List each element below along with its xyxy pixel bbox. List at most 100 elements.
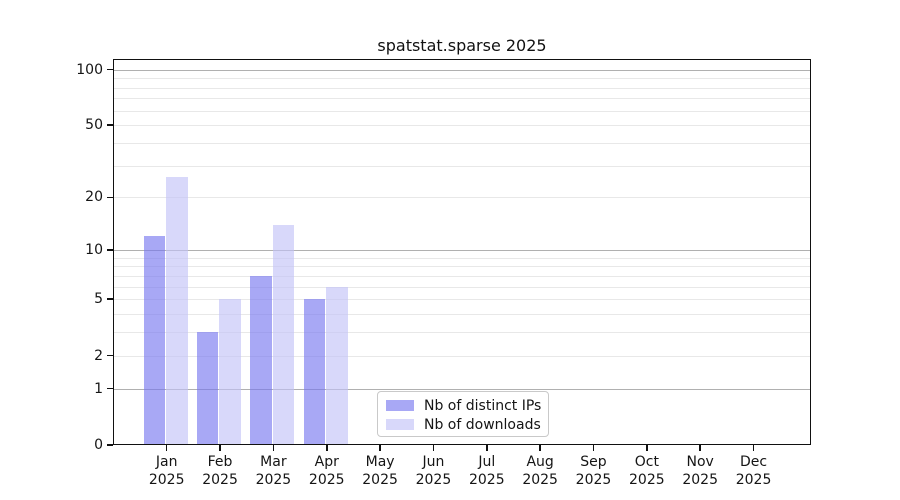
y-tick-2 [107,354,113,357]
gridline-minor-9 [113,257,811,259]
x-tick-oct [646,445,648,451]
month-label: May [365,454,395,470]
y-tick-50 [107,124,113,126]
x-tick-feb [219,445,221,451]
x-tick-label-mar: Mar 2025 [243,454,303,489]
bar-downloads-apr [326,286,348,445]
x-tick-label-dec: Dec 2025 [724,454,784,489]
gridline-major-1 [113,388,811,390]
year-label: 2025 [575,471,612,488]
x-tick-sep [592,445,595,451]
bar-distinct-ips-mar [250,275,272,445]
x-tick-label-nov: Nov 2025 [670,454,730,489]
y-tick-label-5: 5 [94,291,103,308]
gridline-minor-6 [113,286,811,288]
year-label: 2025 [629,471,665,488]
x-tick-jun [432,445,435,451]
month-label: Jul [478,454,496,470]
gridline-minor-7 [113,275,811,277]
x-tick-label-sep: Sep 2025 [564,454,624,489]
legend-label: Nb of downloads [424,416,541,433]
x-tick-label-oct: Oct 2025 [617,454,677,489]
legend-row-distinct-ips: Nb of distinct IPs [386,396,548,415]
gridline-minor-40 [113,142,811,144]
gridline-major-10 [113,249,811,251]
month-label: Feb [207,454,233,470]
bar-downloads-feb [219,299,242,445]
bar-distinct-ips-apr [303,299,326,445]
y-tick-1 [107,387,113,390]
x-tick-apr [326,445,328,451]
gridline-minor-80 [113,87,811,89]
y-tick-100 [107,68,113,71]
year-label: 2025 [362,471,398,488]
month-label: Aug [526,454,554,470]
gridline-minor-30 [113,165,811,167]
year-label: 2025 [682,471,718,488]
x-tick-label-may: May 2025 [350,454,410,489]
gridline-minor-50 [113,125,811,127]
year-label: 2025 [255,471,292,488]
gridline-minor-8 [113,266,811,268]
month-label: Dec [740,454,768,470]
y-tick-label-50: 50 [85,117,103,134]
y-tick-label-10: 10 [85,241,103,258]
gridline-minor-70 [113,98,811,100]
x-tick-jan [165,445,168,451]
year-label: 2025 [148,471,185,488]
y-tick-label-2: 2 [94,347,103,364]
legend-swatch-distinct-ips [386,400,414,411]
gridline-minor-90 [113,78,811,80]
gridline-minor-2 [113,355,811,357]
bar-distinct-ips-jan [143,236,166,445]
month-label: Nov [686,454,714,470]
bar-downloads-mar [272,224,295,445]
y-tick-label-100: 100 [76,61,103,78]
x-tick-label-apr: Apr 2025 [297,454,357,489]
y-tick-0 [107,444,113,446]
year-label: 2025 [468,471,505,488]
x-tick-may [379,445,381,451]
month-label: Jan [155,454,178,470]
month-label: Oct [634,454,659,470]
gridline-major-100 [113,69,811,71]
chart-title: spatstat.sparse 2025 [377,36,547,55]
x-tick-label-aug: Aug 2025 [510,454,570,489]
gridline-minor-4 [113,314,811,316]
month-label: Apr [314,454,339,470]
y-tick-10 [107,249,113,251]
x-tick-dec [752,445,755,451]
legend: Nb of distinct IPs Nb of downloads [377,391,549,437]
x-tick-mar [272,445,275,451]
gridline-minor-20 [113,197,811,199]
x-tick-aug [539,445,541,451]
gridline-minor-60 [113,110,811,112]
gridline-minor-5 [113,299,811,301]
x-tick-label-feb: Feb 2025 [190,454,250,489]
y-tick-label-20: 20 [85,189,103,206]
legend-swatch-downloads [386,419,414,430]
x-tick-jul [486,445,488,451]
x-tick-nov [699,445,701,451]
x-tick-label-jul: Jul 2025 [457,454,517,489]
legend-row-downloads: Nb of downloads [386,415,548,434]
gridline-minor-3 [113,332,811,334]
x-tick-label-jun: Jun 2025 [403,454,463,489]
x-tick-label-jan: Jan 2025 [137,454,197,489]
y-tick-5 [107,298,113,300]
bar-distinct-ips-feb [196,332,219,445]
year-label: 2025 [202,471,238,488]
year-label: 2025 [522,471,558,488]
y-tick-label-0: 0 [94,437,103,453]
year-label: 2025 [308,471,345,488]
bar-downloads-jan [166,176,188,445]
month-label: Sep [580,454,607,470]
plot-area [113,59,811,445]
legend-label: Nb of distinct IPs [424,397,542,414]
year-label: 2025 [735,471,772,488]
y-tick-20 [107,196,113,199]
month-label: Mar [260,454,287,470]
year-label: 2025 [415,471,452,488]
month-label: Jun [422,454,445,470]
